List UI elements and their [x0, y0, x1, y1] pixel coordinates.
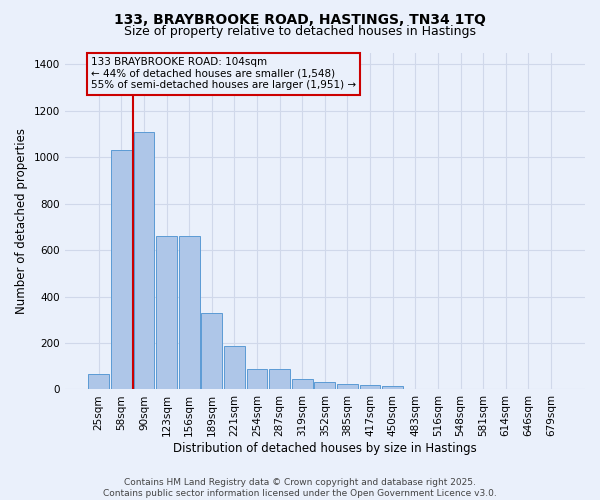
Bar	[314, 382, 335, 390]
Bar	[156, 236, 177, 390]
X-axis label: Distribution of detached houses by size in Hastings: Distribution of detached houses by size …	[173, 442, 477, 455]
Bar	[247, 368, 268, 390]
Bar	[269, 368, 290, 390]
Bar	[382, 386, 403, 390]
Text: Contains HM Land Registry data © Crown copyright and database right 2025.
Contai: Contains HM Land Registry data © Crown c…	[103, 478, 497, 498]
Bar	[224, 346, 245, 390]
Bar	[111, 150, 132, 390]
Text: 133 BRAYBROOKE ROAD: 104sqm
← 44% of detached houses are smaller (1,548)
55% of : 133 BRAYBROOKE ROAD: 104sqm ← 44% of det…	[91, 57, 356, 90]
Bar	[179, 236, 200, 390]
Bar	[88, 374, 109, 390]
Bar	[359, 385, 380, 390]
Bar	[134, 132, 154, 390]
Text: 133, BRAYBROOKE ROAD, HASTINGS, TN34 1TQ: 133, BRAYBROOKE ROAD, HASTINGS, TN34 1TQ	[114, 12, 486, 26]
Bar	[202, 313, 222, 390]
Y-axis label: Number of detached properties: Number of detached properties	[15, 128, 28, 314]
Bar	[337, 384, 358, 390]
Text: Size of property relative to detached houses in Hastings: Size of property relative to detached ho…	[124, 25, 476, 38]
Bar	[292, 379, 313, 390]
